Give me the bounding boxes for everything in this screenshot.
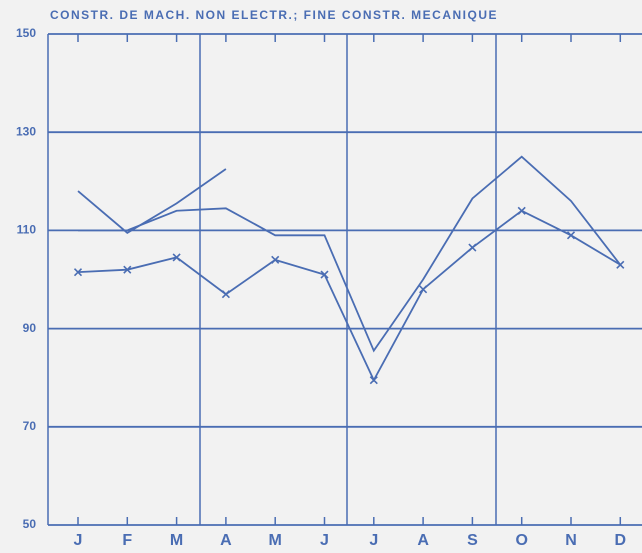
y-tick-label: 130 [16,124,36,138]
x-tick-label: A [220,532,232,549]
point-marker [123,265,132,274]
point-marker [320,270,329,279]
y-tick-label: 90 [23,321,37,335]
x-tick-label: J [320,532,329,549]
x-tick-label: O [515,532,527,549]
quarter-lines [47,34,497,525]
x-tick-label: A [417,532,429,549]
series-line [77,168,227,234]
series-line [78,155,622,353]
point-marker [271,255,280,264]
point-marker [419,285,428,294]
y-tick-label: 110 [17,223,37,237]
point-marker [73,268,83,277]
x-tick-label: M [170,532,183,549]
y-tick-label: 50 [23,517,37,531]
point-marker [566,231,576,240]
x-tick-label: D [615,532,627,549]
x-tick-label: F [122,532,132,549]
point-marker [517,206,526,215]
series-line [77,209,621,383]
y-tick-label: 70 [23,419,37,433]
x-tick-label: S [467,532,478,549]
y-tick-label: 150 [16,26,36,40]
x-tick-label: M [269,532,282,549]
x-tick-label: J [74,532,83,549]
x-tick-label: N [565,532,577,549]
point-marker [172,253,181,262]
x-tick-label: J [369,532,378,549]
chart-title: CONSTR. DE MACH. NON ELECTR.; FINE CONST… [50,8,498,22]
point-marker [369,376,378,385]
point-marker [221,290,230,299]
point-marker [468,243,477,252]
